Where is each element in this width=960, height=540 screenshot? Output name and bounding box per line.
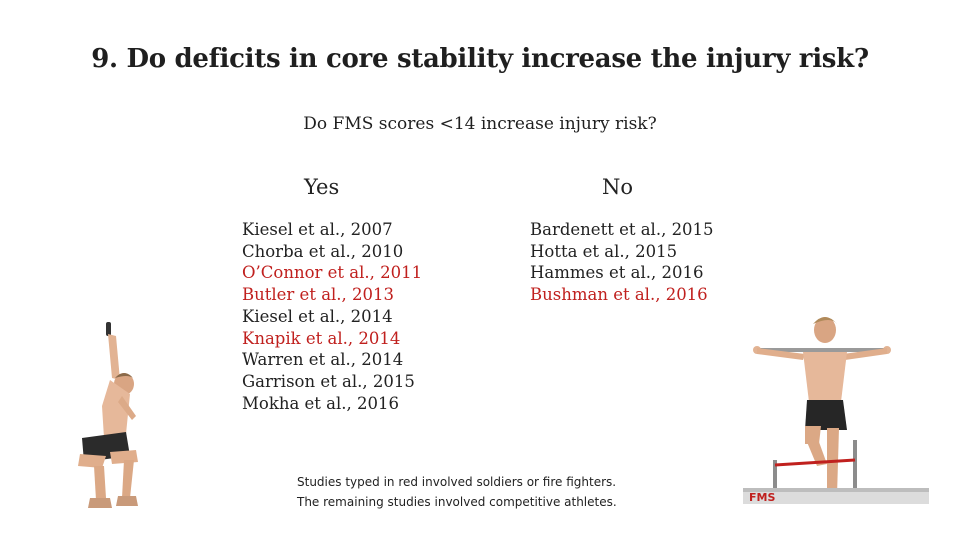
no-column-heading: No <box>602 175 634 199</box>
study-item: Warren et al., 2014 <box>242 350 404 370</box>
hurdle-step-figure: FMS <box>743 317 929 504</box>
study-item: Kiesel et al., 2014 <box>242 306 393 326</box>
fms-logo-text: FMS <box>749 491 775 504</box>
study-item: Kiesel et al., 2007 <box>242 220 393 239</box>
study-item: Chorba et al., 2010 <box>242 241 404 261</box>
study-item: Butler et al., 2013 <box>242 285 395 305</box>
study-item: Bushman et al., 2016 <box>530 285 708 305</box>
athlete-squat-illustration <box>78 322 138 508</box>
slide-title: 9. Do deficits in core stability increas… <box>91 44 869 74</box>
study-item: Hammes et al., 2016 <box>530 263 704 283</box>
yes-column-heading: Yes <box>304 175 340 199</box>
study-item: Mokha et al., 2016 <box>242 393 400 413</box>
overhead-squat-figure <box>78 322 138 508</box>
footnote-line-1: Studies typed in red involved soldiers o… <box>297 475 617 489</box>
study-item: Hotta et al., 2015 <box>530 241 678 261</box>
study-item: O’Connor et al., 2011 <box>242 263 423 283</box>
study-item: Knapik et al., 2014 <box>242 328 401 348</box>
no-study-list: Bardenett et al., 2015 Hotta et al., 201… <box>530 219 714 306</box>
slide-subtitle: Do FMS scores <14 increase injury risk? <box>303 114 657 134</box>
yes-study-list: Kiesel et al., 2007 Chorba et al., 2010 … <box>242 219 422 414</box>
study-item: Bardenett et al., 2015 <box>530 220 714 239</box>
footnote: Studies typed in red involved soldiers o… <box>297 472 617 512</box>
footnote-line-2: The remaining studies involved competiti… <box>297 495 617 509</box>
athlete-hurdle-illustration <box>743 317 929 504</box>
study-item: Garrison et al., 2015 <box>242 371 415 391</box>
